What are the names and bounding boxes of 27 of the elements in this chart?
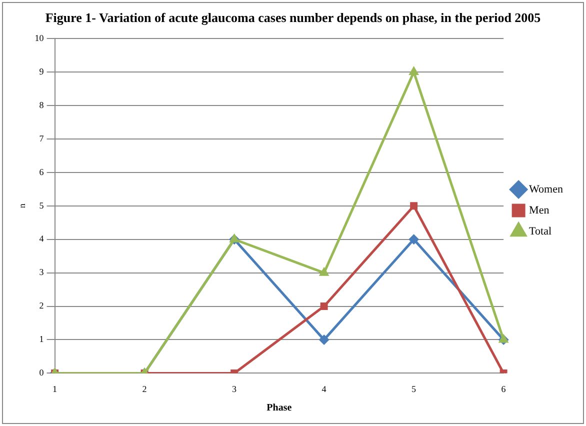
y-tick-label: 10: [34, 32, 44, 43]
x-tick-label: 3: [232, 384, 238, 394]
y-tick-label: 8: [39, 100, 44, 110]
y-tick-label: 1: [39, 334, 44, 344]
y-tick-label: 2: [39, 300, 44, 311]
x-tick-label: 4: [322, 384, 327, 394]
x-axis-title: Phase: [266, 402, 292, 414]
y-tick-label: 0: [39, 368, 44, 378]
legend-label: Men: [529, 204, 550, 216]
y-tick-label: 6: [39, 166, 44, 177]
chart-title: Figure 1- Variation of acute glaucoma cases number depends on phase, in the period 2005: [45, 10, 542, 26]
x-tick-label: 6: [501, 384, 506, 394]
legend-label: Total: [529, 225, 552, 238]
x-tick-label: 1: [52, 384, 58, 394]
x-tick-label: 5: [412, 384, 417, 394]
y-tick-label: 7: [39, 133, 44, 144]
y-tick-label: 3: [39, 267, 44, 278]
point: [410, 202, 418, 210]
y-tick-label: 4: [39, 234, 44, 244]
x-tick-label: 2: [142, 384, 147, 394]
point: [409, 234, 419, 244]
y-axis-title: n: [16, 203, 27, 208]
legend-label: Women: [529, 183, 564, 196]
y-tick-label: 9: [39, 66, 44, 76]
point: [319, 334, 329, 344]
y-tick-label: 5: [39, 200, 44, 210]
point: [320, 302, 328, 310]
